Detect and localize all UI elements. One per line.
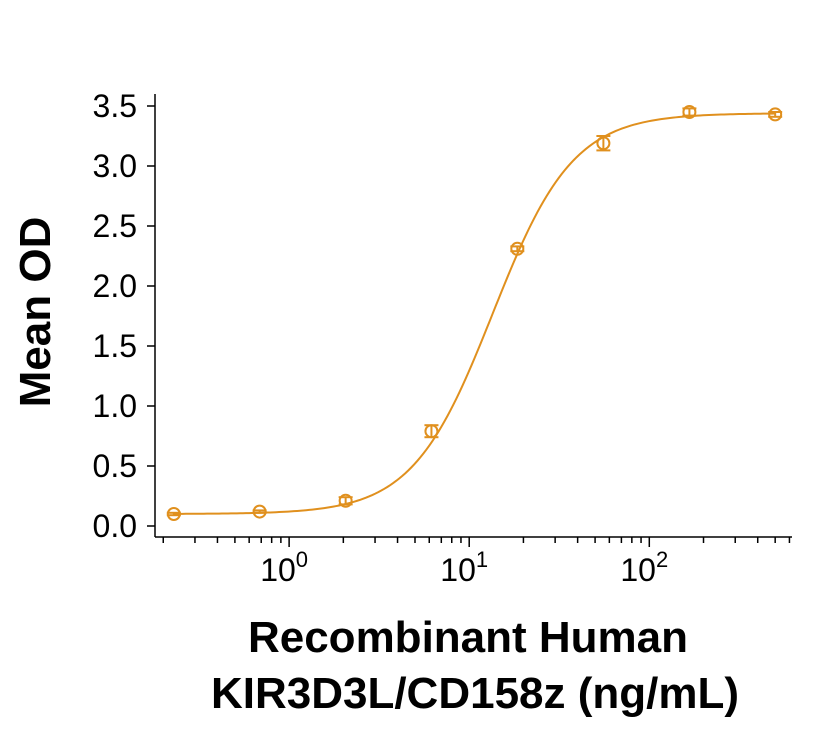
y-tick-label: 2.5	[93, 208, 137, 244]
x-axis: 100 101 102	[155, 536, 792, 588]
x-axis-title-line-1: Recombinant Human	[248, 613, 688, 662]
data-point	[166, 507, 181, 521]
y-tick-label: 0.0	[93, 508, 137, 544]
data-marker	[424, 424, 439, 439]
data-marker	[510, 241, 525, 256]
fit-curve	[173, 112, 776, 515]
data-point	[682, 105, 697, 119]
y-axis: 0.0 0.5 1.0 1.5 2.0 2.5 3.0 3.5	[93, 88, 156, 544]
data-marker	[596, 136, 611, 151]
x-tick-label: 100	[260, 547, 308, 588]
data-point	[338, 493, 353, 508]
data-point	[768, 107, 783, 122]
y-axis-title: Mean OD	[11, 217, 60, 408]
y-tick-label: 0.5	[93, 448, 137, 484]
data-marker	[682, 105, 697, 119]
data-point	[424, 424, 439, 439]
x-tick-label: 102	[620, 547, 668, 588]
data-marker	[166, 507, 181, 521]
y-tick-label: 2.0	[93, 268, 137, 304]
fit-curve-layer	[173, 112, 776, 515]
data-point	[252, 504, 267, 519]
x-tick-label: 101	[440, 547, 488, 588]
y-tick-label: 3.5	[93, 88, 137, 124]
y-tick-label: 1.5	[93, 328, 137, 364]
data-point	[510, 241, 525, 256]
data-point	[596, 135, 611, 152]
y-tick-label: 3.0	[93, 148, 137, 184]
data-marker	[338, 493, 353, 508]
data-marker	[768, 107, 783, 122]
y-tick-label: 1.0	[93, 388, 137, 424]
data-marker	[252, 504, 267, 519]
x-axis-title-line-2: KIR3D3L/CD158z (ng/mL)	[211, 669, 739, 718]
data-points-layer	[166, 105, 783, 521]
